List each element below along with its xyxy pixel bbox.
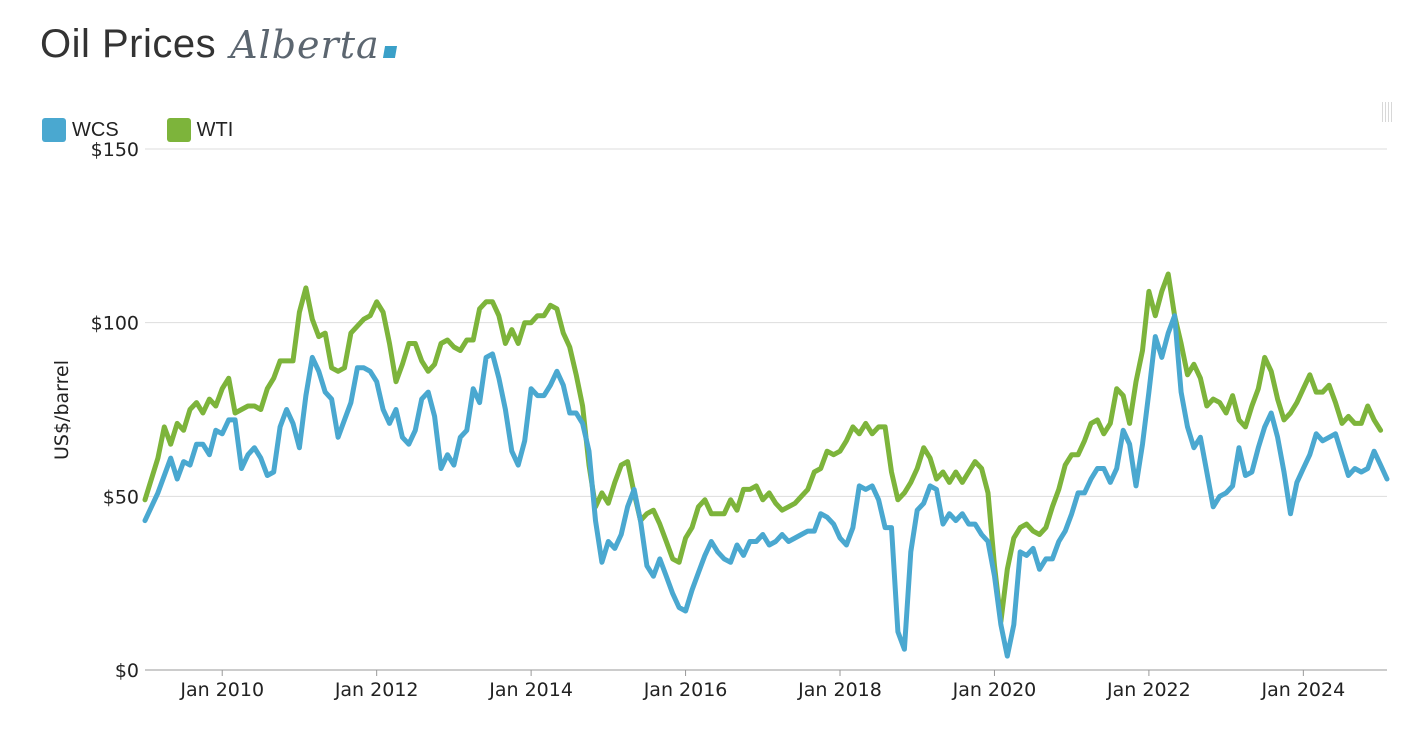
logo-text: Alberta xyxy=(230,22,380,67)
resize-handle-icon[interactable] xyxy=(1382,102,1392,122)
legend-swatch-wti xyxy=(166,118,191,142)
y-tick-label: $0 xyxy=(115,660,139,682)
x-tick-label: Jan 2018 xyxy=(797,679,882,701)
y-axis-title: US$/barrel xyxy=(51,360,73,460)
x-tick-label: Jan 2010 xyxy=(179,679,264,701)
x-tick-label: Jan 2014 xyxy=(488,679,573,701)
y-tick-label: $50 xyxy=(103,486,139,508)
x-tick-label: Jan 2012 xyxy=(334,679,419,701)
x-axis-ticks: Jan 2010 Jan 2012 Jan 2014 Jan 2016 Jan 2018… xyxy=(179,670,1345,701)
chart-legend: WCS WTI xyxy=(42,118,281,142)
x-tick-label: Jan 2022 xyxy=(1106,679,1191,701)
alberta-logo: Alberta xyxy=(230,22,397,67)
x-tick-label: Jan 2016 xyxy=(643,679,728,701)
series-line-wcs[interactable] xyxy=(142,313,1390,659)
chart-header: Oil Prices Alberta xyxy=(40,22,397,67)
series-lines xyxy=(142,271,1390,659)
y-tick-label: $100 xyxy=(91,313,139,335)
x-tick-label: Jan 2024 xyxy=(1260,679,1345,701)
legend-label-wti: WTI xyxy=(196,118,234,141)
grid-lines xyxy=(145,148,1387,671)
page-title: Oil Prices xyxy=(40,22,217,66)
legend-item-wcs[interactable]: WCS xyxy=(42,118,119,142)
y-tick-label: $150 xyxy=(91,139,139,161)
y-axis-ticks: $0 $50 $100 $150 xyxy=(91,139,139,682)
legend-swatch-wcs xyxy=(42,118,66,142)
legend-label-wcs: WCS xyxy=(72,118,119,141)
x-tick-label: Jan 2020 xyxy=(952,679,1037,701)
legend-item-wti[interactable]: WTI xyxy=(166,118,234,142)
